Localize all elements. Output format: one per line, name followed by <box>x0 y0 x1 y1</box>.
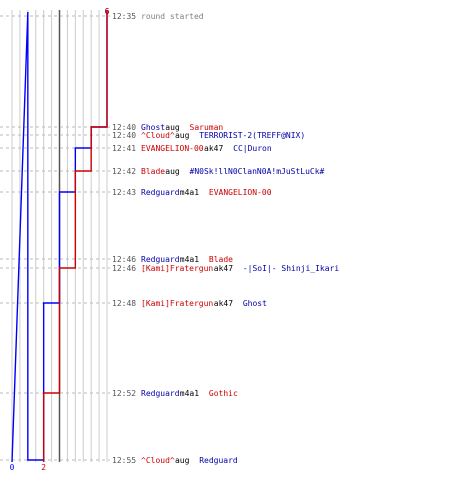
event-player: TERRORIST-2(TREFF@NIX) <box>199 131 305 140</box>
event-player: [Kami]Fratergun <box>141 264 213 273</box>
event-time: 12:35 <box>112 12 136 21</box>
event-player: Redguard <box>141 389 180 398</box>
event-player: Saruman <box>190 123 224 132</box>
event-player: EVANGELION-00 <box>209 188 272 197</box>
event-player: ^Cloud^ <box>141 131 175 140</box>
event-player: Gothic <box>209 389 238 398</box>
event-weapon: ak47 <box>214 299 233 308</box>
event-weapon: aug <box>175 456 190 465</box>
event-guides <box>0 15 110 461</box>
series-line <box>42 10 108 462</box>
event-weapon: aug <box>165 167 180 176</box>
event-player: Ghost <box>243 299 267 308</box>
event-time: 12:40 <box>112 131 136 140</box>
series-red: 62 <box>41 7 109 472</box>
series-end-label: 0 <box>10 463 15 472</box>
event-time: 12:41 <box>112 144 136 153</box>
event-weapon: ak47 <box>214 264 233 273</box>
event-weapon: m4a1 <box>180 389 199 398</box>
event-player: [Kami]Fratergun <box>141 299 213 308</box>
event-player: CC|Duron <box>233 144 272 153</box>
event-player: Redguard <box>199 456 238 465</box>
event-log: 12:35 round started 12:40 Ghost aug Saruman… <box>112 12 339 465</box>
event-player: round started <box>141 12 204 21</box>
event-weapon: m4a1 <box>180 255 199 264</box>
event-player: ^Cloud^ <box>141 456 175 465</box>
series-end-label: 2 <box>41 463 46 472</box>
event-player: Blade <box>141 167 165 176</box>
event-time: 12:52 <box>112 389 136 398</box>
event-player: Redguard <box>141 188 180 197</box>
event-time: 12:46 <box>112 255 136 264</box>
event-weapon: aug <box>175 131 190 140</box>
event-player: -|SoI|- Shinji_Ikari <box>243 264 340 273</box>
event-time: 12:55 <box>112 456 136 465</box>
event-time: 12:46 <box>112 264 136 273</box>
event-player: EVANGELION-00 <box>141 144 204 153</box>
series-start-label: 6 <box>105 7 110 16</box>
event-player: #N0Sk!llN0ClanN0A!mJuStLuCk# <box>190 167 325 176</box>
event-time: 12:42 <box>112 167 136 176</box>
event-player: Ghost <box>141 123 165 132</box>
event-weapon: m4a1 <box>180 188 199 197</box>
event-time: 12:43 <box>112 188 136 197</box>
event-player: Blade <box>209 255 233 264</box>
event-player: Redguard <box>141 255 180 264</box>
event-time: 12:40 <box>112 123 136 132</box>
event-time: 12:48 <box>112 299 136 308</box>
event-weapon: ak47 <box>204 144 223 153</box>
event-weapon: aug <box>165 123 180 132</box>
